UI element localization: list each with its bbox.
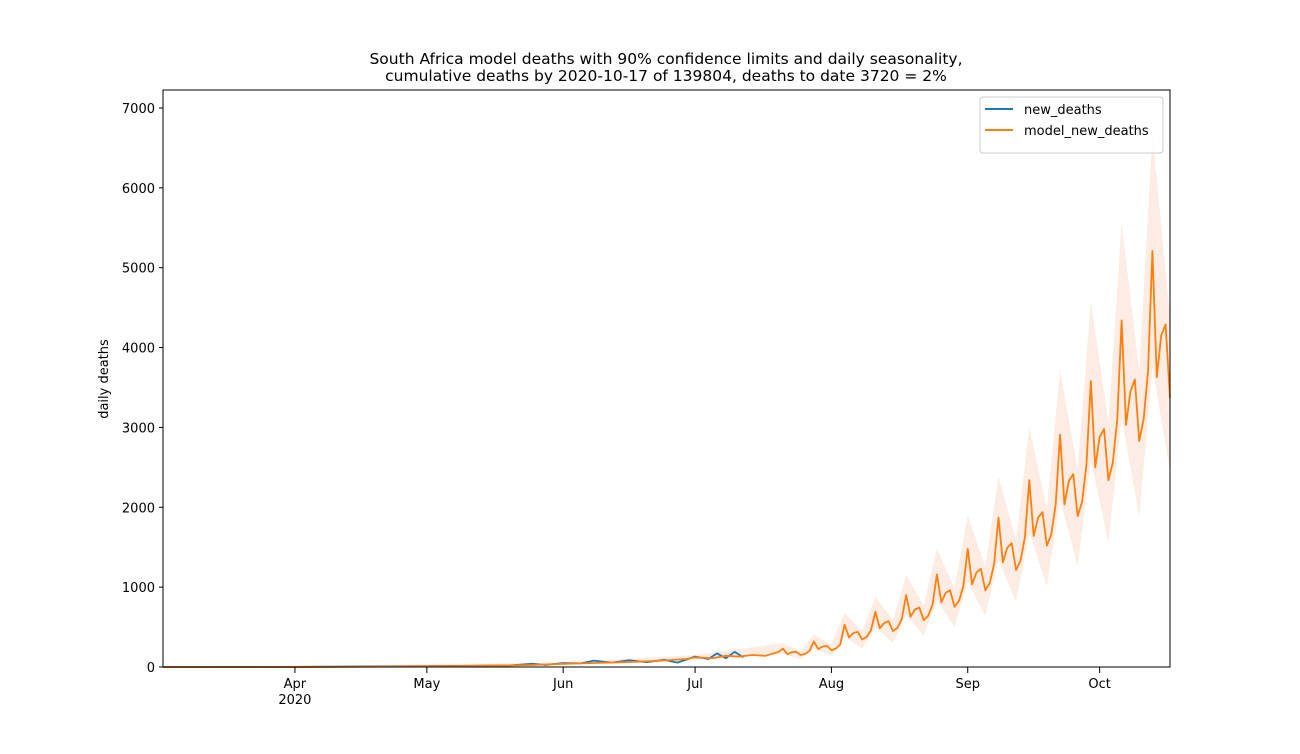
y-tick-label: 3000 bbox=[122, 421, 155, 436]
y-tick-label: 1000 bbox=[122, 581, 155, 596]
x-tick-label: Jul bbox=[686, 677, 703, 692]
chart-title: South Africa model deaths with 90% confi… bbox=[369, 50, 962, 68]
x-tick-label: Apr bbox=[284, 677, 307, 692]
legend-label: model_new_deaths bbox=[1024, 124, 1149, 139]
legend-box bbox=[979, 96, 1164, 154]
y-tick-label: 5000 bbox=[122, 262, 155, 277]
chart-title: cumulative deaths by 2020-10-17 of 13980… bbox=[385, 67, 947, 85]
y-tick-label: 4000 bbox=[122, 342, 155, 357]
y-tick-label: 0 bbox=[147, 661, 155, 676]
x-tick-label: Jun bbox=[552, 677, 573, 692]
x-tick-label: Oct bbox=[1088, 677, 1110, 692]
x-tick-label: Aug bbox=[819, 677, 844, 692]
plot-frame bbox=[162, 89, 1171, 668]
y-tick-label: 7000 bbox=[122, 102, 155, 117]
x-tick-label: May bbox=[413, 677, 440, 692]
y-axis-label: daily deaths bbox=[97, 339, 112, 419]
data-line bbox=[163, 250, 1171, 668]
y-tick-label: 2000 bbox=[122, 501, 155, 516]
x-year-label: 2020 bbox=[278, 693, 311, 708]
x-tick-label: Sep bbox=[955, 677, 980, 692]
legend-label: new_deaths bbox=[1024, 103, 1102, 118]
y-tick-label: 6000 bbox=[122, 182, 155, 197]
